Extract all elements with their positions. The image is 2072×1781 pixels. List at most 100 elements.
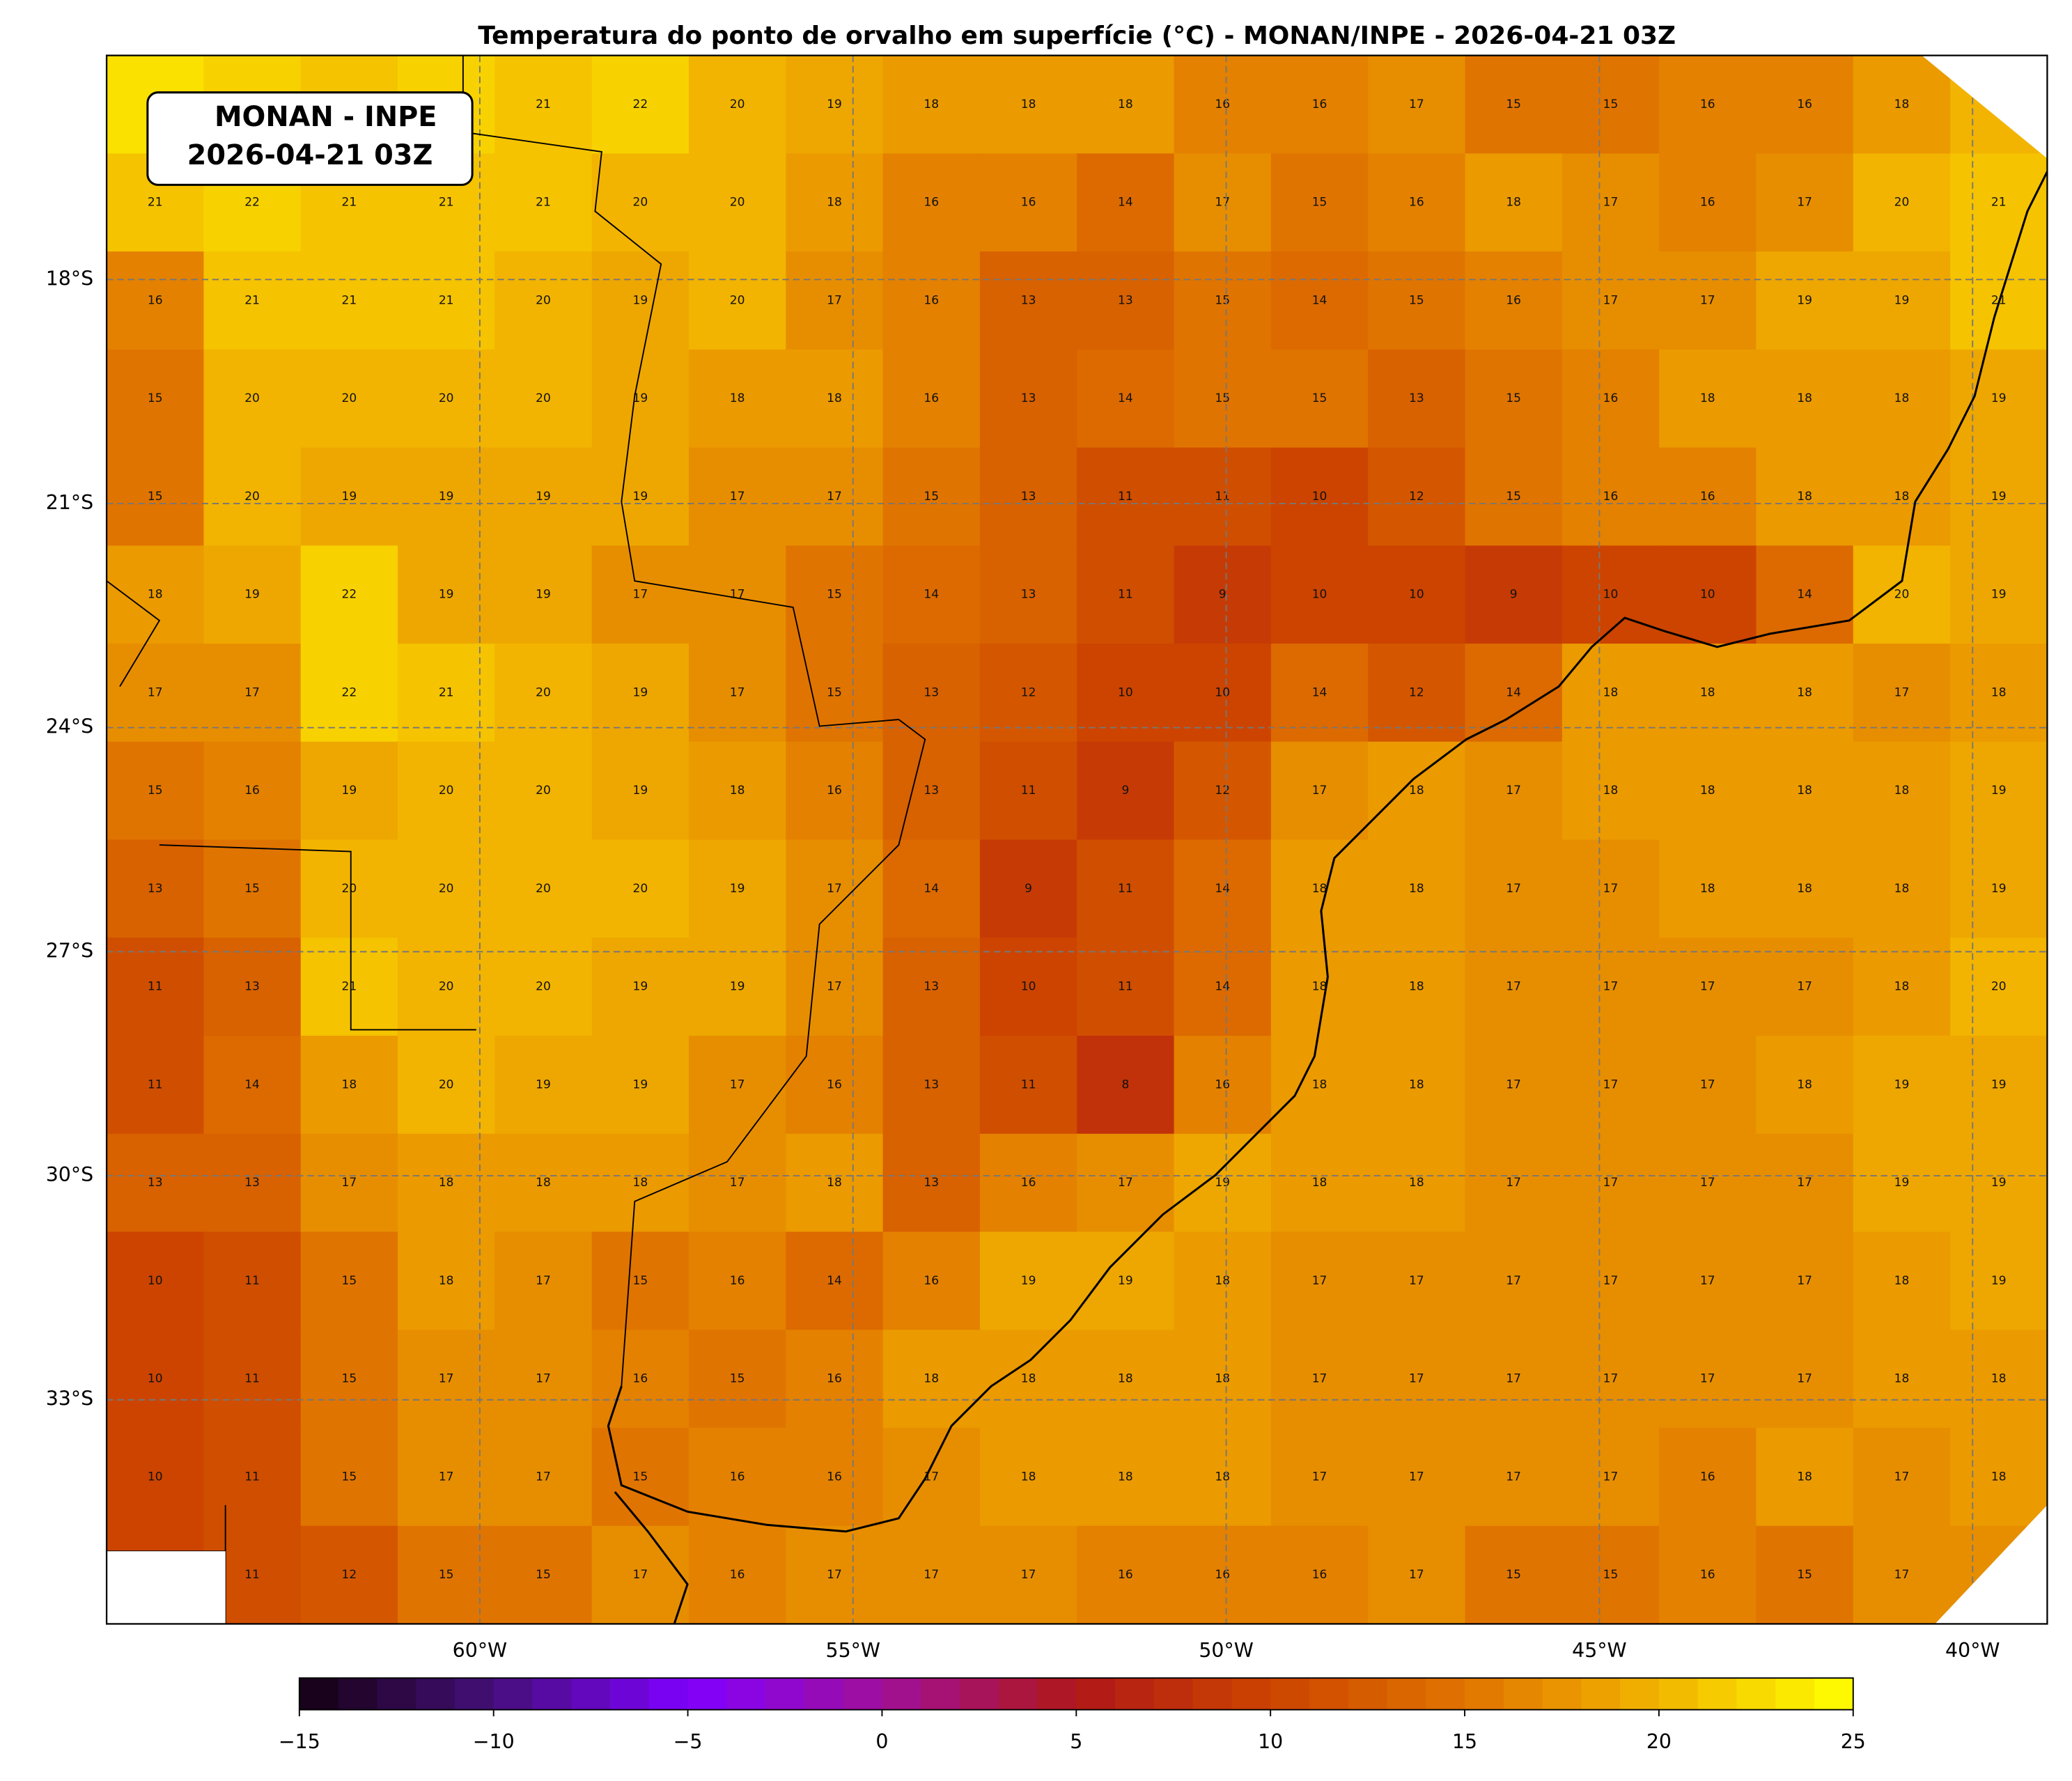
field-cell — [1077, 1330, 1175, 1429]
field-cell — [494, 1330, 593, 1429]
station-value: 19 — [1991, 1078, 2007, 1091]
station-value: 20 — [244, 490, 260, 504]
field-cell — [1756, 447, 1854, 547]
field-cell — [494, 447, 593, 547]
station-value: 14 — [924, 882, 939, 896]
station-value: 18 — [1118, 1372, 1133, 1386]
field-cell — [1368, 1427, 1466, 1527]
station-value: 20 — [632, 882, 648, 896]
field-cell — [1270, 839, 1369, 939]
station-value: 16 — [924, 1274, 939, 1288]
station-value: 15 — [827, 588, 842, 602]
station-value: 17 — [536, 1470, 551, 1484]
station-value: 18 — [1894, 980, 1910, 994]
station-value: 17 — [827, 293, 842, 307]
field-cell — [494, 1036, 593, 1135]
station-value: 17 — [827, 882, 842, 896]
station-value: 18 — [536, 1176, 551, 1190]
colorbar-step — [571, 1678, 611, 1710]
field-cell — [1465, 1427, 1563, 1527]
field-cell — [591, 1133, 690, 1233]
station-value: 17 — [244, 685, 260, 699]
field-cell — [1561, 839, 1660, 939]
field-cell — [1077, 741, 1175, 841]
station-value: 16 — [1700, 490, 1715, 504]
colorbar-step — [532, 1678, 572, 1710]
field-cell — [1853, 1330, 1952, 1429]
station-value: 18 — [1894, 98, 1910, 111]
field-cell — [398, 1036, 496, 1135]
field-cell — [203, 1036, 302, 1135]
field-cell — [1270, 55, 1369, 155]
station-value: 20 — [439, 391, 454, 405]
station-value: 18 — [1118, 98, 1133, 111]
field-cell — [882, 251, 981, 350]
station-value: 15 — [439, 1568, 454, 1582]
field-cell — [786, 839, 884, 939]
field-cell — [1077, 644, 1175, 742]
field-cell — [1270, 153, 1369, 253]
station-value: 18 — [1312, 1078, 1327, 1091]
field-cell — [882, 1133, 981, 1233]
station-value: 13 — [924, 1078, 939, 1091]
field-cell — [1950, 1036, 2048, 1135]
station-value: 13 — [1021, 391, 1036, 405]
field-cell — [688, 938, 787, 1036]
colorbar-step — [610, 1678, 650, 1710]
station-value: 11 — [244, 1372, 260, 1386]
station-value: 20 — [1894, 196, 1910, 210]
station-value: 21 — [536, 196, 551, 210]
field-cell — [1950, 938, 2048, 1036]
station-value: 20 — [536, 391, 551, 405]
field-cell — [1853, 1525, 1952, 1625]
station-value: 17 — [1700, 1274, 1715, 1288]
field-cell — [688, 447, 787, 547]
colorbar-step — [1465, 1678, 1504, 1710]
field-cell — [203, 251, 302, 350]
field-cell — [1465, 1231, 1563, 1331]
colorbar-step — [1387, 1678, 1427, 1710]
station-value: 17 — [1603, 980, 1619, 994]
station-value: 19 — [439, 588, 454, 602]
field-cell — [300, 741, 398, 841]
field-cell — [1465, 447, 1563, 547]
station-value: 15 — [632, 1470, 648, 1484]
station-value: 18 — [1215, 1274, 1230, 1288]
y-tick-label: 18°S — [46, 267, 93, 290]
domain-mask — [107, 1551, 226, 1624]
station-value: 9 — [1121, 784, 1129, 798]
field-cell — [1077, 251, 1175, 350]
colorbar-step — [1076, 1678, 1116, 1710]
station-value: 19 — [632, 490, 648, 504]
station-value: 19 — [730, 980, 745, 994]
station-value: 18 — [1506, 196, 1521, 210]
station-value: 15 — [342, 1372, 357, 1386]
colorbar-tick-label: −5 — [673, 1730, 703, 1753]
station-value: 21 — [148, 196, 163, 210]
field-cell — [1756, 1036, 1854, 1135]
station-value: 17 — [1700, 293, 1715, 307]
field-cell — [786, 545, 884, 644]
field-cell — [979, 839, 1078, 939]
station-value: 15 — [924, 490, 939, 504]
station-value: 18 — [827, 391, 842, 405]
field-cell — [882, 938, 981, 1036]
station-value: 14 — [1312, 293, 1327, 307]
map-frame — [105, 54, 2048, 1625]
field-cell — [688, 1036, 787, 1135]
station-value: 13 — [148, 1176, 163, 1190]
field-cell — [1756, 938, 1854, 1036]
field-cell — [300, 1231, 398, 1331]
colorbar-tick-label: 0 — [875, 1730, 888, 1753]
colorbar-step — [1697, 1678, 1738, 1710]
field-cell — [688, 55, 787, 155]
station-value: 17 — [1797, 1274, 1812, 1288]
station-value: 16 — [1215, 1568, 1230, 1582]
station-value: 14 — [1215, 882, 1230, 896]
field-cell — [1077, 153, 1175, 253]
field-cell — [300, 1133, 398, 1233]
field-cell — [1853, 938, 1952, 1036]
colorbar-step — [648, 1678, 689, 1710]
station-value: 20 — [730, 196, 745, 210]
station-value: 17 — [1409, 1372, 1424, 1386]
